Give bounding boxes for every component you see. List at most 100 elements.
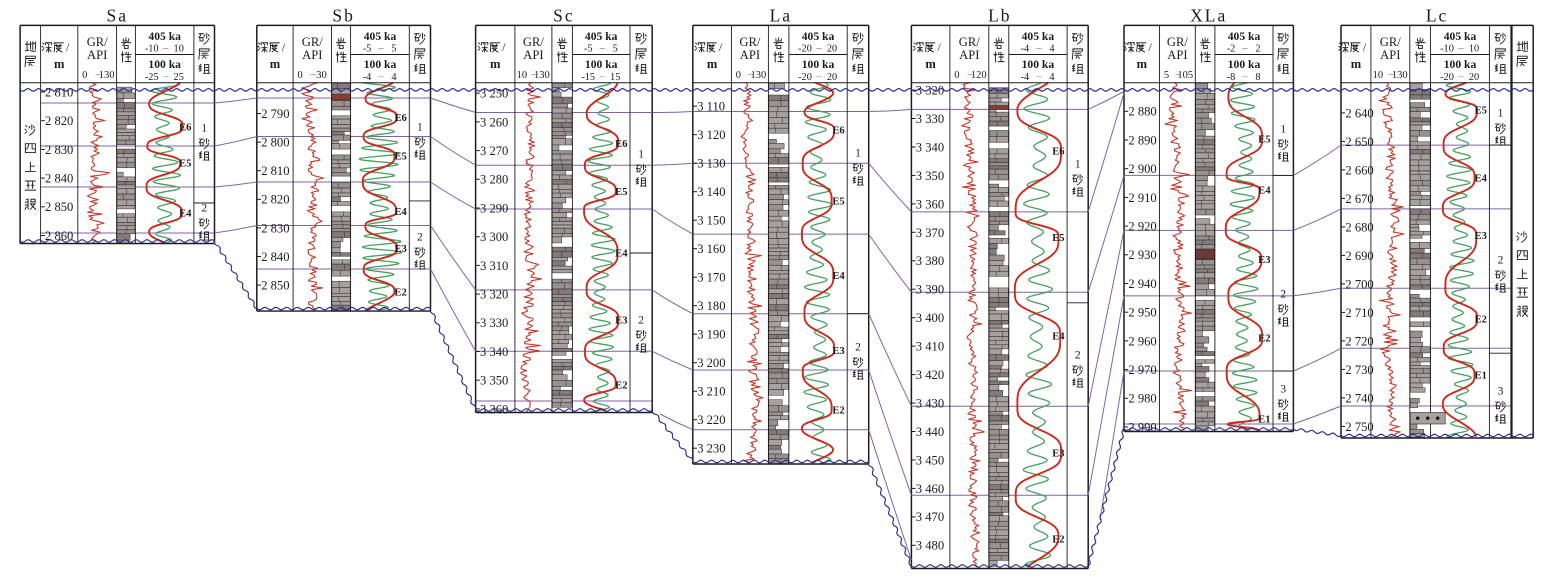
svg-text:100 ka: 100 ka — [1228, 58, 1261, 71]
svg-text:–: – — [815, 72, 822, 83]
svg-text:–: – — [815, 43, 822, 54]
svg-text:405 ka: 405 ka — [148, 30, 181, 43]
svg-text:3 470: 3 470 — [916, 510, 944, 524]
svg-text:–: – — [1241, 72, 1248, 83]
svg-text:10: 10 — [517, 70, 528, 81]
svg-text:E5: E5 — [1258, 134, 1270, 145]
svg-text:105: 105 — [1177, 70, 1193, 81]
svg-text:100 ka: 100 ka — [148, 58, 181, 71]
svg-text:-15: -15 — [581, 72, 595, 83]
svg-text:2 920: 2 920 — [1128, 220, 1156, 234]
svg-text:2 720: 2 720 — [1345, 334, 1373, 348]
svg-text:2: 2 — [638, 315, 644, 327]
svg-text:3 340: 3 340 — [480, 345, 508, 359]
svg-text:0: 0 — [297, 70, 302, 81]
svg-text:–: – — [599, 72, 606, 83]
svg-text:3 120: 3 120 — [697, 128, 725, 142]
svg-text:E2: E2 — [615, 380, 627, 391]
svg-text:3 190: 3 190 — [697, 328, 725, 342]
svg-text:m: m — [270, 57, 281, 71]
svg-text:E6: E6 — [394, 113, 406, 124]
svg-text:2 660: 2 660 — [1345, 163, 1373, 177]
svg-text:2: 2 — [1280, 289, 1286, 301]
svg-text:–: – — [599, 43, 606, 54]
svg-text:2 820: 2 820 — [45, 114, 73, 128]
svg-text:3 280: 3 280 — [480, 173, 508, 187]
svg-text:E4: E4 — [394, 207, 407, 218]
svg-text:120: 120 — [971, 70, 987, 81]
svg-text:2 980: 2 980 — [1128, 392, 1156, 406]
svg-text:XLa: XLa — [1190, 6, 1227, 26]
svg-text:E3: E3 — [1052, 448, 1064, 459]
svg-text:1: 1 — [201, 123, 207, 135]
svg-text:/: / — [282, 40, 286, 54]
svg-text:E4: E4 — [1052, 332, 1065, 343]
svg-text:3 170: 3 170 — [697, 271, 725, 285]
svg-text:100 ka: 100 ka — [802, 58, 835, 71]
svg-text:GR/: GR/ — [1380, 35, 1401, 49]
svg-text:405 ka: 405 ka — [1022, 30, 1055, 43]
svg-text:E2: E2 — [1475, 315, 1487, 326]
svg-text:130: 130 — [1392, 70, 1408, 81]
svg-text:–: – — [1388, 70, 1395, 81]
svg-text:Sc: Sc — [553, 6, 575, 26]
svg-text:E1: E1 — [1258, 415, 1270, 426]
svg-text:2: 2 — [1255, 44, 1260, 55]
svg-text:2: 2 — [201, 203, 207, 215]
svg-text:3 150: 3 150 — [697, 214, 725, 228]
svg-text:3: 3 — [1498, 386, 1504, 398]
svg-text:GR/: GR/ — [739, 35, 760, 49]
svg-text:-20: -20 — [798, 44, 812, 55]
svg-text:Lb: Lb — [988, 6, 1011, 26]
svg-text:3 340: 3 340 — [916, 140, 944, 154]
svg-text:E4: E4 — [1475, 174, 1488, 185]
svg-text:20: 20 — [827, 44, 837, 55]
svg-text:3 200: 3 200 — [697, 356, 725, 370]
svg-text:2 970: 2 970 — [1128, 363, 1156, 377]
svg-text:3 290: 3 290 — [480, 201, 508, 215]
svg-text:3 370: 3 370 — [916, 226, 944, 240]
svg-text:2 930: 2 930 — [1128, 248, 1156, 262]
svg-text:2: 2 — [855, 342, 861, 354]
svg-text:API: API — [523, 48, 543, 62]
svg-text:3 140: 3 140 — [697, 185, 725, 199]
svg-text:2 640: 2 640 — [1345, 106, 1373, 120]
svg-text:3: 3 — [1280, 384, 1286, 396]
svg-text:3 230: 3 230 — [697, 442, 725, 456]
svg-text:E6: E6 — [1052, 147, 1064, 158]
svg-text:-4: -4 — [1021, 72, 1030, 83]
svg-text:1: 1 — [855, 148, 861, 160]
svg-text:-4: -4 — [363, 72, 372, 83]
svg-text:–: – — [1457, 72, 1464, 83]
svg-text:-8: -8 — [1227, 72, 1236, 83]
svg-text:100 ka: 100 ka — [364, 58, 397, 71]
svg-text:/: / — [66, 40, 70, 54]
svg-text:E5: E5 — [1475, 105, 1487, 116]
svg-text:2: 2 — [1075, 350, 1081, 362]
svg-text:2 750: 2 750 — [1345, 420, 1373, 434]
svg-text:GR/: GR/ — [1167, 35, 1188, 49]
svg-text:100 ka: 100 ka — [1022, 58, 1055, 71]
svg-text:2 840: 2 840 — [45, 172, 73, 186]
svg-text:2 680: 2 680 — [1345, 220, 1373, 234]
svg-text:3 180: 3 180 — [697, 299, 725, 313]
svg-text:-20: -20 — [1440, 72, 1454, 83]
svg-text:API: API — [302, 48, 322, 62]
svg-text:API: API — [87, 48, 107, 62]
svg-text:–: – — [95, 70, 102, 81]
svg-text:5: 5 — [1164, 70, 1169, 81]
svg-text:4: 4 — [1049, 44, 1054, 55]
svg-text:–: – — [531, 70, 538, 81]
svg-text:–: – — [162, 72, 169, 83]
svg-text:3 270: 3 270 — [480, 144, 508, 158]
svg-text:3 390: 3 390 — [916, 283, 944, 297]
svg-text:-2: -2 — [1227, 44, 1236, 55]
svg-text:–: – — [747, 70, 754, 81]
svg-text:130: 130 — [534, 70, 550, 81]
svg-text:–: – — [1175, 70, 1182, 81]
svg-text:2 860: 2 860 — [45, 229, 73, 243]
svg-text:E6: E6 — [179, 123, 191, 134]
svg-text:3 210: 3 210 — [697, 385, 725, 399]
svg-text:10: 10 — [1373, 70, 1384, 81]
svg-text:2 790: 2 790 — [261, 107, 289, 121]
